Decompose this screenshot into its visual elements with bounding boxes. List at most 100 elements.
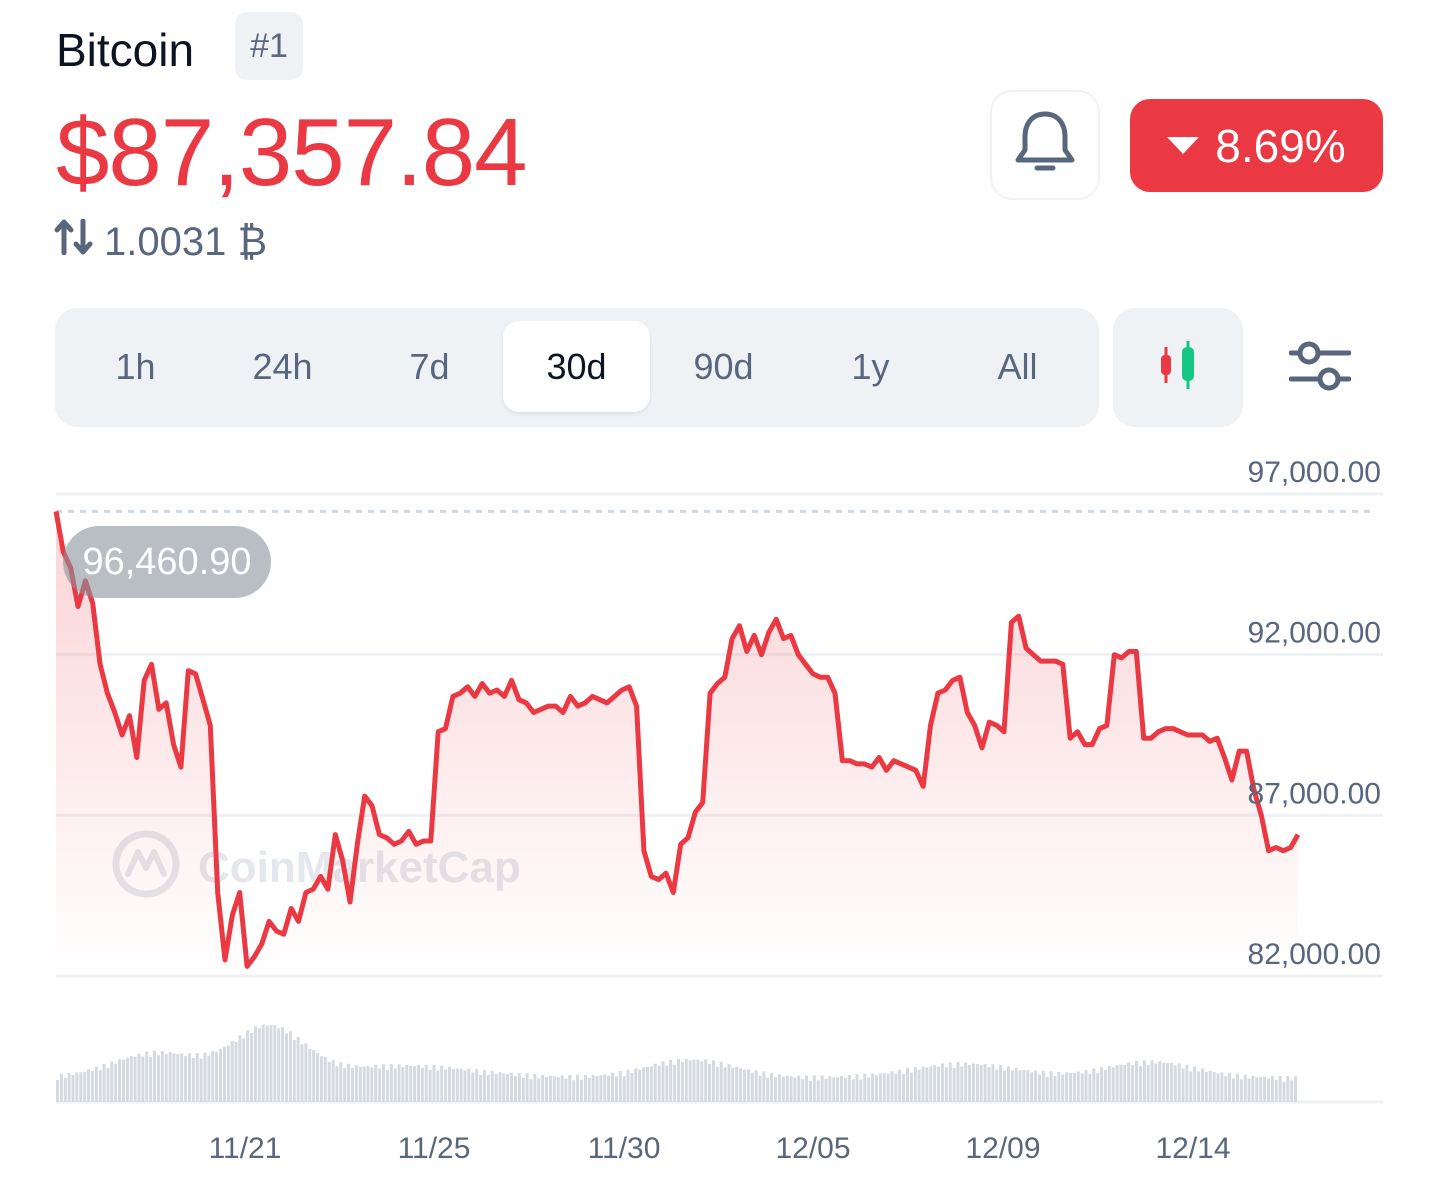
volume-bar — [533, 1073, 537, 1102]
volume-bar — [63, 1077, 67, 1102]
volume-bar — [331, 1059, 335, 1102]
volume-bar — [366, 1065, 370, 1102]
volume-bar — [168, 1052, 172, 1102]
volume-bar — [1173, 1065, 1177, 1102]
volume-bar — [789, 1076, 793, 1102]
volume-bar — [444, 1069, 448, 1102]
volume-bar — [1092, 1068, 1096, 1102]
volume-bar — [405, 1065, 409, 1102]
volume-bar — [207, 1055, 211, 1102]
volume-bar — [828, 1076, 832, 1102]
volume-bar — [428, 1069, 432, 1102]
candlestick-toggle-button[interactable] — [1113, 308, 1243, 427]
volume-bar — [288, 1031, 292, 1102]
price-change-badge: 8.69% — [1130, 99, 1383, 192]
volume-bar — [560, 1075, 564, 1102]
volume-bar — [471, 1072, 475, 1102]
volume-bar — [153, 1050, 156, 1102]
range-tab-all[interactable]: All — [997, 346, 1038, 387]
range-tab-90d[interactable]: 90d — [693, 346, 754, 387]
volume-bar — [296, 1037, 300, 1102]
start-price-label: 96,460.90 — [82, 541, 251, 583]
volume-bar — [867, 1077, 871, 1102]
volume-bar — [777, 1074, 781, 1102]
volume-bar — [618, 1071, 622, 1102]
volume-bar — [176, 1054, 180, 1102]
volume-bar — [855, 1074, 859, 1102]
volume-bar — [541, 1074, 545, 1102]
volume-bar — [1135, 1060, 1138, 1102]
volume-bar — [269, 1025, 273, 1102]
range-tab-24h[interactable]: 24h — [252, 346, 313, 387]
volume-bar — [1018, 1070, 1022, 1102]
volume-bar — [459, 1068, 463, 1102]
volume-bar — [630, 1073, 634, 1102]
volume-bar — [1224, 1076, 1228, 1102]
volume-bar — [1049, 1071, 1053, 1102]
volume-bar — [417, 1065, 420, 1102]
volume-bar — [347, 1063, 351, 1102]
volume-bar — [968, 1065, 972, 1102]
volume-bar — [917, 1069, 921, 1102]
chart-settings-button[interactable] — [1280, 336, 1360, 400]
volume-bar — [1177, 1063, 1181, 1102]
volume-bar — [1115, 1065, 1119, 1102]
volume-bar — [975, 1064, 979, 1102]
range-tab-1h[interactable]: 1h — [115, 346, 156, 387]
volume-bar — [812, 1075, 816, 1102]
volume-bar — [991, 1064, 995, 1102]
volume-bar — [1294, 1076, 1298, 1102]
volume-bar — [102, 1063, 106, 1102]
volume-bar — [902, 1074, 906, 1102]
swap-arrows-icon — [54, 218, 104, 265]
volume-bar — [964, 1062, 968, 1102]
volume-bar — [1053, 1076, 1057, 1102]
volume-bar — [836, 1077, 840, 1102]
volume-bar — [587, 1077, 591, 1102]
x-tick-label: 11/30 — [588, 1132, 661, 1165]
volume-bar — [401, 1067, 405, 1102]
price-area-fill — [56, 511, 1298, 976]
volume-bar — [83, 1071, 87, 1102]
volume-bar — [960, 1066, 964, 1102]
volume-bar — [754, 1070, 758, 1102]
volume-bar — [160, 1051, 164, 1102]
volume-bar — [1138, 1065, 1142, 1102]
x-tick-label: 11/21 — [209, 1132, 282, 1165]
volume-bar — [1208, 1071, 1212, 1102]
volume-bar — [75, 1072, 79, 1102]
volume-bar — [172, 1053, 176, 1102]
volume-bar — [684, 1058, 688, 1102]
volume-bar — [1255, 1077, 1259, 1102]
volume-bar — [572, 1080, 576, 1102]
volume-bar — [440, 1065, 444, 1102]
volume-bar — [766, 1077, 770, 1102]
volume-bar — [1142, 1060, 1146, 1102]
price-chart[interactable]: CoinMarketCap 97,000.0092,000.0087,000.0… — [0, 440, 1438, 1183]
volume-bar — [327, 1061, 331, 1102]
volume-bar — [952, 1068, 956, 1102]
volume-bar — [906, 1068, 909, 1102]
volume-bar — [692, 1059, 696, 1102]
volume-bar — [110, 1061, 114, 1102]
range-tab-7d[interactable]: 7d — [409, 346, 450, 387]
x-tick-label: 11/25 — [398, 1132, 471, 1165]
volume-bar — [711, 1060, 715, 1102]
volume-bar — [576, 1074, 580, 1102]
volume-bar — [184, 1056, 188, 1102]
price-btc-row[interactable]: 1.0031 ₿ — [54, 216, 267, 268]
volume-bar — [925, 1067, 929, 1102]
volume-bar — [498, 1072, 502, 1102]
volume-bar — [801, 1079, 805, 1102]
x-tick-label: 12/05 — [775, 1132, 850, 1165]
price-alert-button[interactable] — [990, 90, 1100, 200]
range-tab-30d[interactable]: 30d — [503, 321, 650, 412]
volume-bar — [785, 1075, 789, 1102]
volume-bar — [261, 1024, 265, 1102]
volume-bar — [677, 1058, 680, 1102]
range-tab-1y[interactable]: 1y — [851, 346, 890, 387]
volume-bar — [708, 1063, 711, 1102]
volume-bar — [319, 1056, 323, 1102]
volume-bar — [59, 1073, 63, 1102]
volume-bar — [114, 1063, 118, 1102]
